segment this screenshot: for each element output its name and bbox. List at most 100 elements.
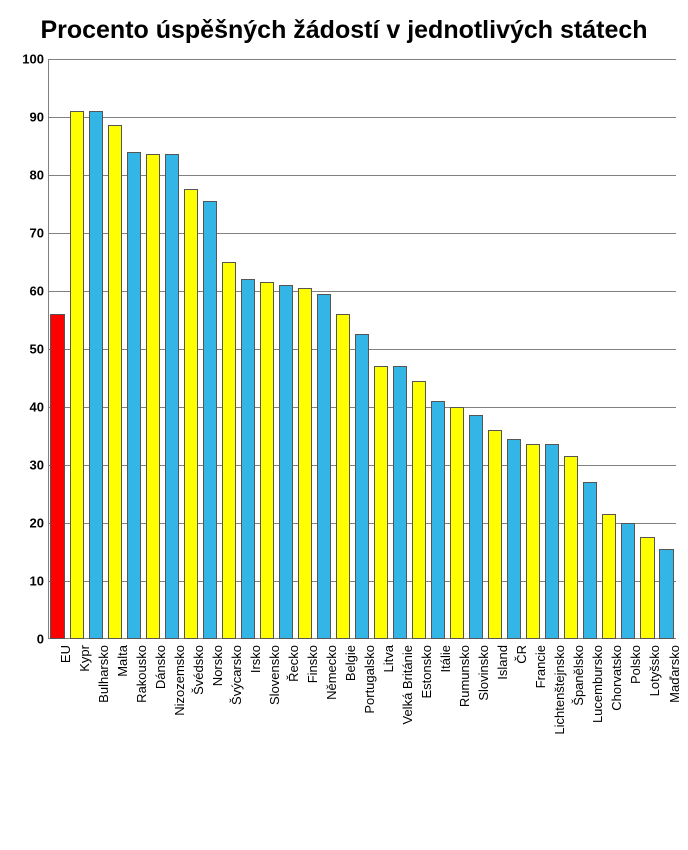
bar-slot <box>181 59 200 639</box>
bar-slot <box>543 59 562 639</box>
bar-slot <box>48 59 67 639</box>
bar <box>374 366 388 639</box>
x-tick-label: Švýcarsko <box>229 645 244 705</box>
x-tick-label: Polsko <box>628 645 643 684</box>
bar-slot <box>276 59 295 639</box>
x-tick-label: Finsko <box>305 645 320 683</box>
x-tick-label: Kypr <box>77 645 92 672</box>
bar <box>298 288 312 639</box>
x-tick-label: Belgie <box>343 645 358 681</box>
bar-slot <box>295 59 314 639</box>
x-tick-label: Švédsko <box>191 645 206 695</box>
bar <box>431 401 445 639</box>
x-tick-label: Francie <box>533 645 548 688</box>
y-tick-label: 0 <box>37 631 44 646</box>
bar <box>279 285 293 639</box>
bar <box>526 444 540 638</box>
x-tick-label: Španělsko <box>571 645 586 706</box>
x-tick-label: Řecko <box>286 645 301 682</box>
bar <box>621 523 635 639</box>
y-tick-label: 90 <box>30 109 44 124</box>
bar <box>564 456 578 639</box>
y-tick-label: 30 <box>30 457 44 472</box>
x-tick-label: Německo <box>324 645 339 700</box>
bar <box>488 430 502 639</box>
x-tick-label: Litva <box>381 645 396 672</box>
x-tick-label: Dánsko <box>153 645 168 689</box>
bar <box>355 334 369 639</box>
bar <box>640 537 654 639</box>
y-tick-label: 40 <box>30 399 44 414</box>
bar <box>412 381 426 639</box>
x-tick-label: Itálie <box>438 645 453 672</box>
x-tick-label: Malta <box>115 645 130 677</box>
bar-slot <box>429 59 448 639</box>
bar <box>241 279 255 639</box>
bar-slot <box>391 59 410 639</box>
bar-slot <box>410 59 429 639</box>
bar-slot <box>562 59 581 639</box>
x-tick-label: Rakousko <box>134 645 149 703</box>
y-axis: 0102030405060708090100 <box>12 59 48 639</box>
bar <box>469 415 483 638</box>
bar <box>127 152 141 639</box>
x-tick-label: Velká Británie <box>400 645 415 725</box>
bar-slot <box>314 59 333 639</box>
bar <box>393 366 407 639</box>
x-tick-label: Rumunsko <box>457 645 472 707</box>
bar <box>583 482 597 639</box>
bar <box>659 549 673 639</box>
bar-slot <box>619 59 638 639</box>
bar <box>50 314 64 639</box>
bar-slot <box>257 59 276 639</box>
bar-slot <box>105 59 124 639</box>
bar-slot <box>524 59 543 639</box>
bar <box>602 514 616 639</box>
bar-slot <box>638 59 657 639</box>
x-tick-label: Lichtenštejnsko <box>552 645 567 735</box>
x-tick-label: EU <box>58 645 73 663</box>
x-tick-label: Estonsko <box>419 645 434 698</box>
bar-slot <box>86 59 105 639</box>
x-tick-label: Lotyšsko <box>647 645 662 696</box>
x-tick-label: Maďarsko <box>667 645 682 703</box>
bar-slot <box>162 59 181 639</box>
x-tick-label: Lucembursko <box>590 645 605 723</box>
bar <box>70 111 84 639</box>
y-tick-label: 10 <box>30 573 44 588</box>
x-tick-label: Portugalsko <box>362 645 377 714</box>
x-tick-label: Bulharsko <box>96 645 111 703</box>
x-tick-label: Nizozemsko <box>172 645 187 716</box>
bar-slot <box>581 59 600 639</box>
x-tick-label: Irsko <box>248 645 263 673</box>
bar <box>184 189 198 639</box>
bar-slot <box>143 59 162 639</box>
x-tick-label: Island <box>495 645 510 680</box>
x-tick-label: Slovinsko <box>476 645 491 701</box>
bar-slot <box>486 59 505 639</box>
x-tick-label: ČR <box>514 645 529 664</box>
plot-area: 0102030405060708090100 EUKyprBulharskoMa… <box>12 59 676 639</box>
y-tick-label: 20 <box>30 515 44 530</box>
x-tick-label: Slovensko <box>267 645 282 705</box>
bar-slot <box>353 59 372 639</box>
bar-slot <box>219 59 238 639</box>
y-tick-label: 80 <box>30 167 44 182</box>
bar <box>222 262 236 639</box>
y-tick-label: 60 <box>30 283 44 298</box>
y-tick-label: 70 <box>30 225 44 240</box>
bars-group <box>48 59 676 639</box>
bar <box>260 282 274 639</box>
y-tick-label: 100 <box>22 51 44 66</box>
bar-slot <box>67 59 86 639</box>
bar-slot <box>505 59 524 639</box>
bar <box>146 154 160 638</box>
bar-slot <box>657 59 676 639</box>
bar <box>450 407 464 639</box>
bar-slot <box>600 59 619 639</box>
bar-slot <box>333 59 352 639</box>
bar <box>108 125 122 638</box>
bar-slot <box>238 59 257 639</box>
bar-slot <box>200 59 219 639</box>
bar <box>317 294 331 639</box>
